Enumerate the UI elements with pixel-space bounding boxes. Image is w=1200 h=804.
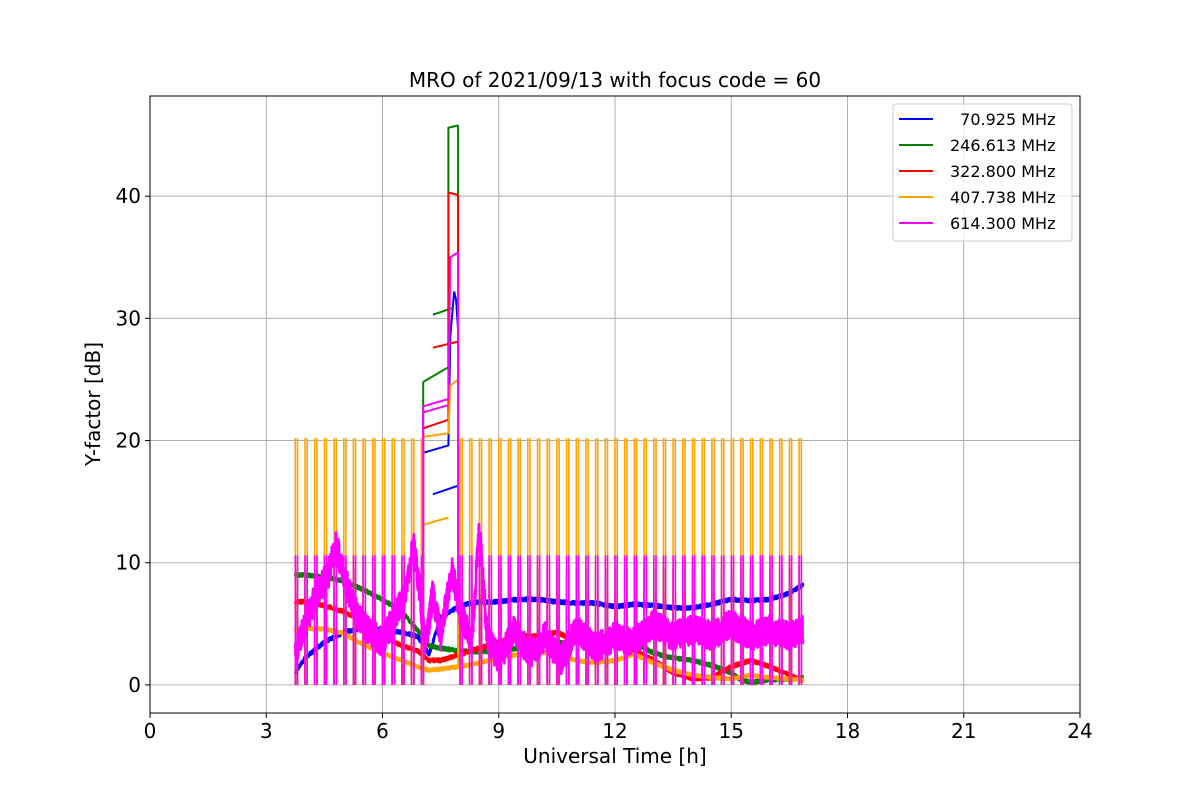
burst-low-line xyxy=(422,516,449,526)
x-tick-label: 0 xyxy=(144,719,157,743)
legend-label: 407.738 MHz xyxy=(950,188,1055,207)
y-tick-label: 0 xyxy=(128,673,141,697)
x-tick-label: 9 xyxy=(492,719,505,743)
y-tick-label: 20 xyxy=(116,429,141,453)
x-tick-label: 3 xyxy=(260,719,273,743)
series-line xyxy=(294,522,805,675)
x-tick-label: 24 xyxy=(1067,719,1092,743)
burst-line xyxy=(422,191,459,430)
burst-low-line xyxy=(422,404,449,414)
burst-line xyxy=(422,251,459,408)
x-tick-label: 6 xyxy=(376,719,389,743)
series-614-300-mhz xyxy=(294,251,805,685)
x-tick-label: 21 xyxy=(951,719,976,743)
chart-title: MRO of 2021/09/13 with focus code = 60 xyxy=(409,68,821,92)
burst-line xyxy=(422,291,460,454)
x-tick-label: 15 xyxy=(719,719,744,743)
burst-low-line xyxy=(432,306,455,316)
burst-line xyxy=(423,378,459,438)
y-tick-label: 10 xyxy=(116,551,141,575)
legend: 70.925 MHz 246.613 MHz 322.800 MHz 407.738 … xyxy=(892,103,1073,242)
legend-label: 70.925 MHz xyxy=(950,110,1055,129)
y-tick-label: 40 xyxy=(116,184,141,208)
burst-low-line xyxy=(432,484,459,496)
x-tick-label: 18 xyxy=(835,719,860,743)
x-tick-label: 12 xyxy=(602,719,627,743)
axes: 0 3 6 9 12 15 18 21 24 0 10 20 30 40 xyxy=(116,184,1093,743)
legend-label: 322.800 MHz xyxy=(950,162,1055,181)
burst-low-line xyxy=(432,340,459,349)
y-tick-label: 30 xyxy=(116,306,141,330)
legend-label: 614.300 MHz xyxy=(950,214,1055,233)
legend-label: 246.613 MHz xyxy=(950,136,1055,155)
x-axis-label: Universal Time [h] xyxy=(523,744,706,768)
y-axis-label: Y-factor [dB] xyxy=(81,342,105,467)
legend-box xyxy=(892,103,1073,242)
series-layer xyxy=(294,124,805,686)
